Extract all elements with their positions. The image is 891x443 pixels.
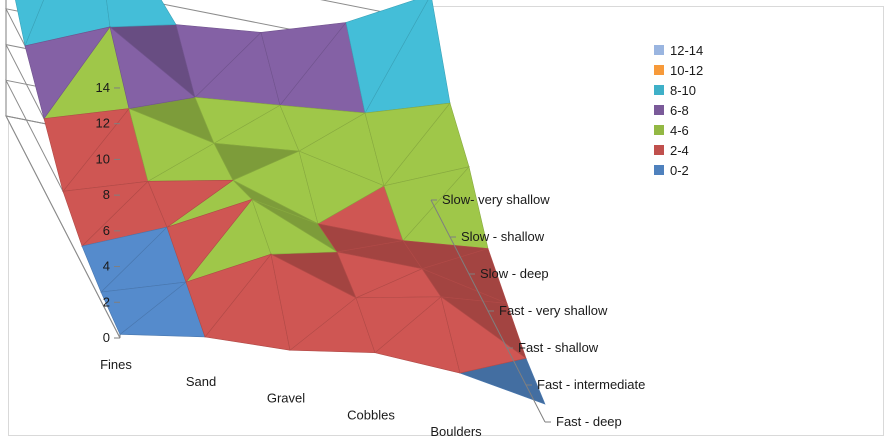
surface-facet — [194, 96, 281, 144]
x-tick-label: Sand — [186, 374, 216, 389]
y-axis-ticks: Fast - deep Fast - intermediate Fast - sha… — [430, 192, 645, 429]
surface-facet — [185, 253, 272, 338]
legend-swatch — [654, 85, 664, 95]
surface-facet — [364, 102, 451, 187]
z-tick-label: 0 — [103, 330, 110, 345]
surface-facet — [383, 166, 470, 242]
y-tick-label: Fast - deep — [556, 414, 622, 429]
surface-facet — [175, 24, 262, 98]
surface-facet — [128, 108, 215, 182]
legend-swatch — [654, 65, 664, 75]
y-tick-label: Fast - intermediate — [537, 377, 645, 392]
surface-facet — [270, 253, 357, 351]
x-tick-label: Gravel — [267, 391, 305, 406]
z-tick-label: 14 — [96, 80, 110, 95]
surface-facet — [232, 179, 319, 225]
legend-label: 12-14 — [670, 43, 703, 58]
legend-swatch — [654, 45, 664, 55]
surface-facet — [251, 198, 339, 255]
x-axis-ticks: Fines Sand Gravel Cobbles Boulders Bedrock — [100, 357, 565, 443]
surface-facet — [298, 150, 385, 225]
z-tick-label: 8 — [103, 187, 110, 202]
surface-facet — [317, 223, 404, 253]
legend-swatch — [654, 105, 664, 115]
surface-facet — [345, 0, 429, 114]
y-tick-label: Slow - shallow — [461, 229, 545, 244]
legend-label: 10-12 — [670, 63, 703, 78]
surface-facet — [24, 26, 111, 120]
surface-facet — [421, 268, 508, 304]
surface-facet — [402, 240, 489, 270]
surface-plot — [15, 0, 546, 405]
y-tick-label: Slow- very shallow — [442, 192, 550, 207]
z-tick-label: 12 — [96, 116, 110, 131]
legend-swatch — [654, 125, 664, 135]
surface-facet — [355, 296, 442, 354]
legend-swatch — [654, 145, 664, 155]
legend-label: 0-2 — [670, 163, 689, 178]
legend-label: 8-10 — [670, 83, 696, 98]
surface-facet — [260, 22, 347, 106]
surface-facet — [147, 179, 234, 228]
surface-facet — [15, 0, 44, 47]
legend-label: 2-4 — [670, 143, 689, 158]
legend: 12-14 10-12 8-10 6-8 4-6 2-4 0-2 — [654, 43, 703, 178]
surface-facet — [43, 108, 130, 192]
surface-facet — [81, 226, 168, 293]
y-tick-label: Fast - shallow — [518, 340, 599, 355]
legend-label: 4-6 — [670, 123, 689, 138]
x-tick-label: Bedrock — [517, 441, 565, 443]
legend-label: 6-8 — [670, 103, 689, 118]
surface-facet — [279, 104, 366, 152]
x-tick-label: Cobbles — [347, 407, 395, 422]
x-tick-label: Fines — [100, 357, 132, 372]
legend-swatch — [654, 165, 664, 175]
z-tick-label: 10 — [96, 151, 110, 166]
surface-facet — [62, 180, 149, 247]
surface-facet — [213, 142, 301, 181]
z-tick-label: 4 — [103, 259, 110, 274]
z-tick-label: 2 — [103, 294, 110, 309]
surface-facet — [100, 281, 188, 335]
surface-facet — [440, 296, 527, 374]
surface-facet — [109, 26, 196, 109]
surface-facet — [336, 251, 423, 299]
z-axis-ticks: 0 2 4 6 8 10 12 14 — [96, 80, 120, 345]
surface-facet — [106, 0, 177, 28]
z-tick-label: 6 — [103, 223, 110, 238]
y-tick-label: Fast - very shallow — [499, 303, 608, 318]
x-tick-label: Boulders — [430, 424, 482, 439]
y-tick-label: Slow - deep — [480, 266, 549, 281]
surface-facet — [166, 198, 253, 283]
